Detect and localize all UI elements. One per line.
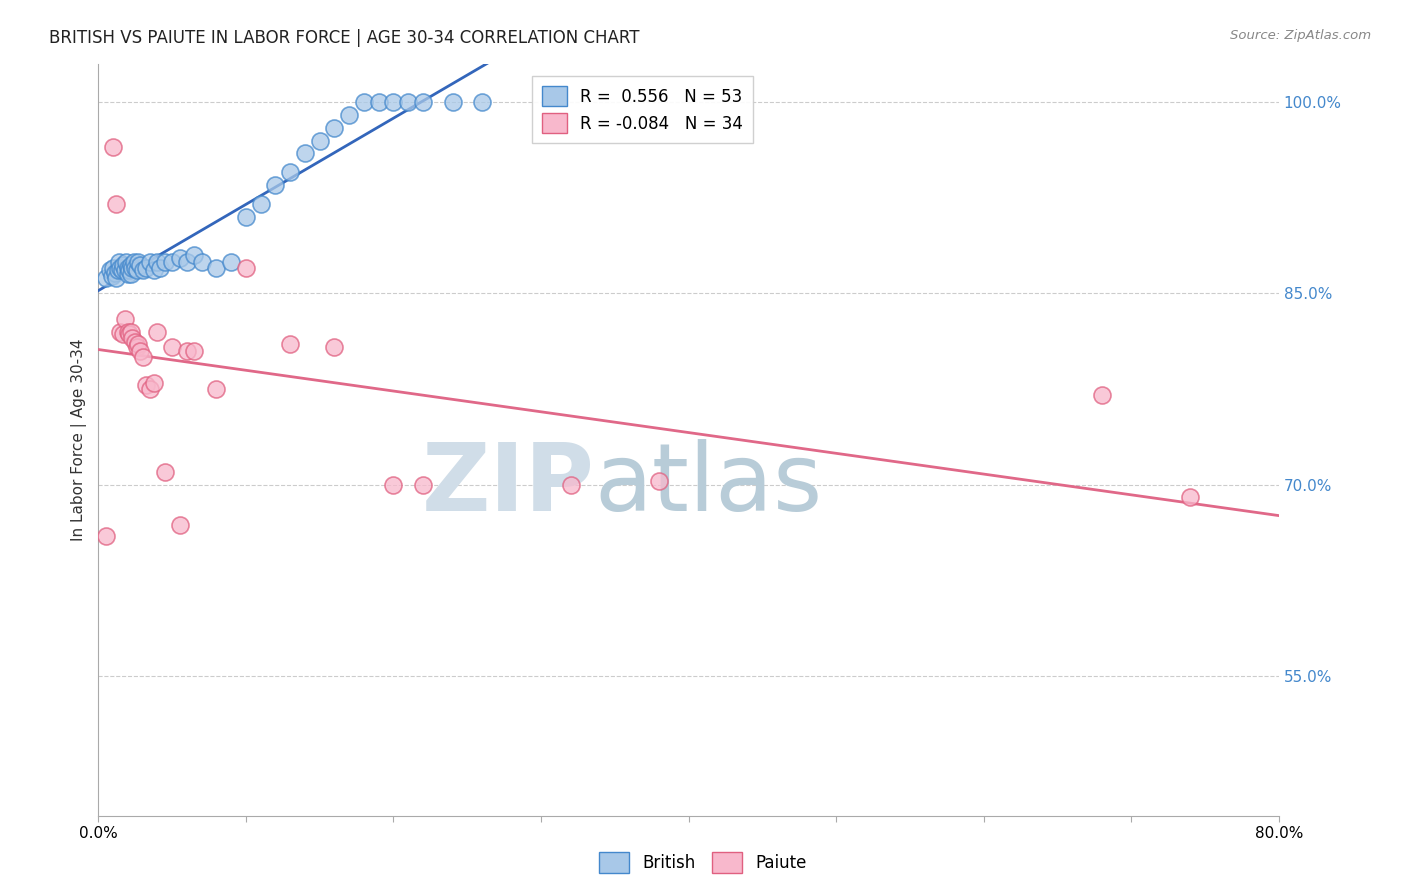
Legend: British, Paiute: British, Paiute bbox=[592, 846, 814, 880]
Point bbox=[382, 95, 405, 110]
Y-axis label: In Labor Force | Age 30-34: In Labor Force | Age 30-34 bbox=[72, 339, 87, 541]
Point bbox=[160, 254, 183, 268]
Point bbox=[120, 268, 142, 282]
Point bbox=[648, 474, 671, 488]
Point bbox=[412, 95, 434, 110]
Point bbox=[135, 378, 157, 392]
Point bbox=[205, 382, 228, 396]
Point bbox=[114, 263, 136, 277]
Point bbox=[108, 254, 131, 268]
Point bbox=[117, 325, 139, 339]
Point bbox=[110, 325, 132, 339]
Point bbox=[100, 268, 122, 283]
Point bbox=[183, 248, 205, 262]
Point bbox=[103, 266, 125, 280]
Point bbox=[105, 271, 128, 285]
Point bbox=[111, 263, 134, 277]
Point bbox=[117, 260, 139, 275]
Point bbox=[176, 343, 198, 358]
Point bbox=[471, 95, 494, 110]
Point bbox=[1180, 491, 1202, 505]
Point bbox=[560, 477, 582, 491]
Point bbox=[278, 337, 301, 351]
Point bbox=[308, 134, 330, 148]
Point bbox=[146, 325, 169, 339]
Point bbox=[149, 260, 172, 275]
Point bbox=[94, 528, 117, 542]
Text: atlas: atlas bbox=[595, 439, 823, 531]
Point bbox=[121, 260, 143, 275]
Point bbox=[120, 325, 142, 339]
Point bbox=[112, 327, 135, 342]
Point bbox=[160, 340, 183, 354]
Point bbox=[131, 350, 153, 364]
Point bbox=[117, 268, 139, 282]
Legend: R =  0.556   N = 53, R = -0.084   N = 34: R = 0.556 N = 53, R = -0.084 N = 34 bbox=[531, 76, 752, 144]
Point bbox=[128, 343, 150, 358]
Point bbox=[101, 140, 124, 154]
Point bbox=[115, 254, 138, 268]
Text: BRITISH VS PAIUTE IN LABOR FORCE | AGE 30-34 CORRELATION CHART: BRITISH VS PAIUTE IN LABOR FORCE | AGE 3… bbox=[49, 29, 640, 46]
Point bbox=[367, 95, 389, 110]
Point bbox=[337, 108, 360, 122]
Point bbox=[124, 260, 146, 275]
Point bbox=[112, 259, 135, 273]
Point bbox=[294, 146, 316, 161]
Text: Source: ZipAtlas.com: Source: ZipAtlas.com bbox=[1230, 29, 1371, 42]
Point bbox=[353, 95, 375, 110]
Point bbox=[205, 260, 228, 275]
Point bbox=[121, 331, 143, 345]
Point bbox=[94, 271, 117, 285]
Point bbox=[441, 95, 464, 110]
Point bbox=[139, 254, 162, 268]
Point bbox=[124, 334, 146, 349]
Point bbox=[122, 254, 145, 268]
Point bbox=[153, 465, 176, 479]
Point bbox=[278, 165, 301, 179]
Point bbox=[135, 260, 157, 275]
Point bbox=[131, 263, 153, 277]
Point bbox=[1091, 388, 1114, 402]
Point bbox=[183, 343, 205, 358]
Point bbox=[143, 376, 166, 390]
Point bbox=[101, 260, 124, 275]
Point bbox=[128, 259, 150, 273]
Point bbox=[169, 518, 191, 533]
Point bbox=[98, 263, 121, 277]
Point bbox=[139, 382, 162, 396]
Point bbox=[146, 254, 169, 268]
Point bbox=[235, 210, 257, 224]
Point bbox=[412, 477, 434, 491]
Point bbox=[396, 95, 419, 110]
Point bbox=[125, 263, 148, 277]
Point bbox=[105, 197, 128, 211]
Point bbox=[219, 254, 242, 268]
Point bbox=[127, 254, 149, 268]
Point bbox=[190, 254, 212, 268]
Point bbox=[382, 477, 405, 491]
Point bbox=[118, 263, 141, 277]
Point bbox=[249, 197, 271, 211]
Text: ZIP: ZIP bbox=[422, 439, 595, 531]
Point bbox=[120, 259, 142, 273]
Point bbox=[107, 263, 129, 277]
Point bbox=[235, 260, 257, 275]
Point bbox=[169, 251, 191, 265]
Point bbox=[323, 120, 346, 135]
Point bbox=[110, 260, 132, 275]
Point bbox=[143, 263, 166, 277]
Point bbox=[323, 340, 346, 354]
Point bbox=[125, 340, 148, 354]
Point bbox=[176, 254, 198, 268]
Point bbox=[118, 327, 141, 342]
Point bbox=[264, 178, 287, 193]
Point bbox=[153, 254, 176, 268]
Point bbox=[114, 312, 136, 326]
Point bbox=[127, 337, 149, 351]
